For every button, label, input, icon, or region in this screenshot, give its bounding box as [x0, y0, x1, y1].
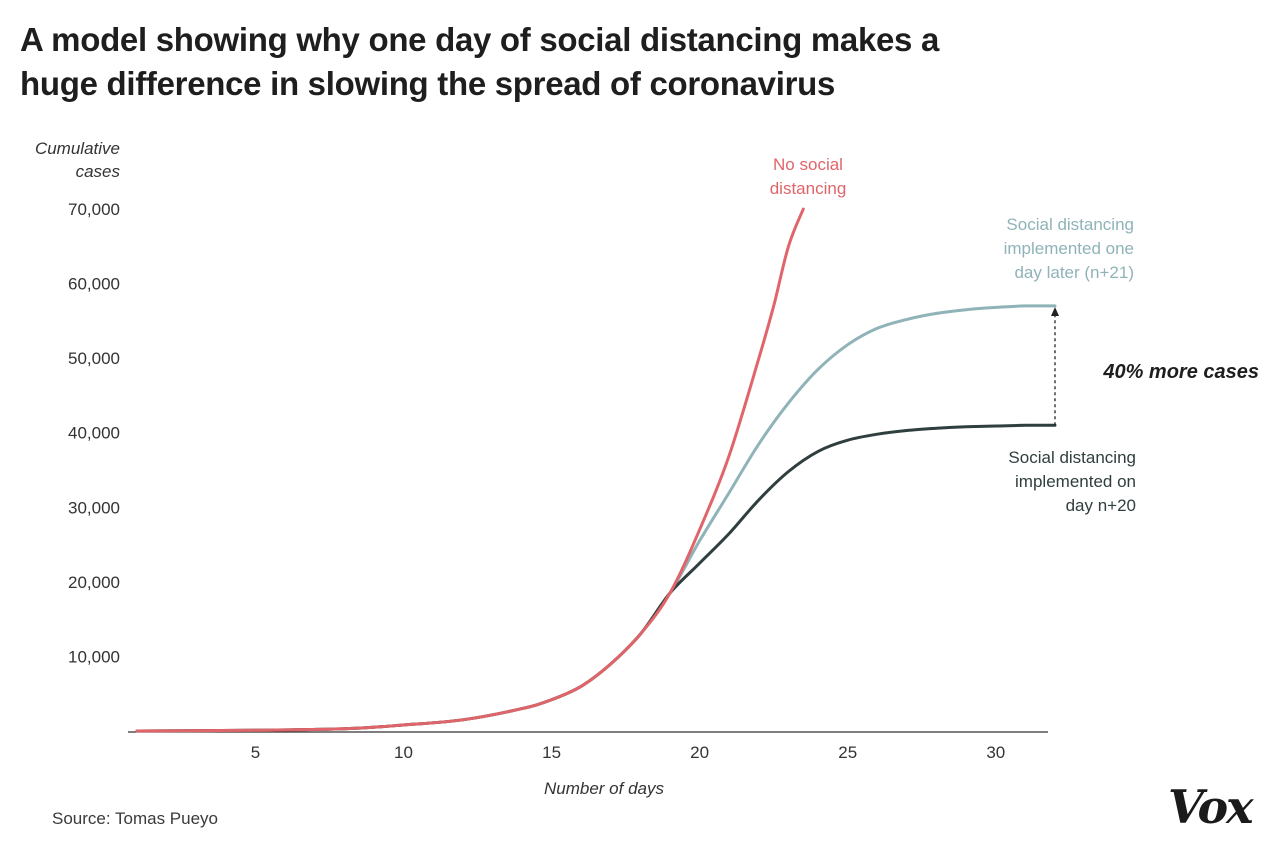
y-tick-label: 20,000	[68, 573, 120, 592]
title-line-1: A model showing why one day of social di…	[20, 21, 940, 58]
series-label-no-distancing: No social	[773, 155, 843, 174]
difference-annotation: 40% more cases	[1051, 306, 1259, 426]
x-axis-ticks: 5 10 15 20 25 30	[251, 743, 1006, 762]
source-note: Source: Tomas Pueyo	[52, 809, 218, 828]
series-label-one-day-later: day later (n+21)	[1014, 263, 1134, 282]
y-axis-title-line-2: cases	[76, 162, 121, 181]
difference-arrow-head	[1051, 306, 1059, 316]
x-tick-label: 5	[251, 743, 260, 762]
x-tick-label: 25	[838, 743, 857, 762]
x-axis-title: Number of days	[544, 779, 664, 798]
chart-title: A model showing why one day of social di…	[20, 18, 1220, 106]
series-line-no-distancing	[135, 207, 805, 733]
series-label-one-day-later: implemented one	[1004, 239, 1134, 258]
series-line-one-day-later	[135, 304, 1057, 733]
series-label-no-distancing: distancing	[770, 179, 847, 198]
y-tick-label: 40,000	[68, 424, 120, 443]
series-label-on-day-20: implemented on	[1015, 472, 1136, 491]
series-line-on-day-20	[135, 423, 1057, 733]
difference-annotation-text: 40% more cases	[1102, 361, 1259, 383]
vox-logo: Vox	[1168, 780, 1254, 834]
y-tick-label: 70,000	[68, 200, 120, 219]
series-lines	[135, 207, 1057, 733]
y-axis-ticks: 10,000 20,000 30,000 40,000 50,000 60,000 70,0…	[68, 200, 120, 666]
series-label-on-day-20: Social distancing	[1008, 448, 1136, 467]
x-tick-label: 30	[986, 743, 1005, 762]
x-tick-label: 15	[542, 743, 561, 762]
title-line-2: huge difference in slowing the spread of…	[20, 65, 836, 102]
series-labels: No social distancing Social distancing impl…	[770, 155, 1136, 515]
x-tick-label: 10	[394, 743, 413, 762]
y-tick-label: 10,000	[68, 647, 120, 666]
y-tick-label: 60,000	[68, 275, 120, 294]
y-axis-title-line-1: Cumulative	[35, 139, 120, 158]
y-tick-label: 50,000	[68, 349, 120, 368]
x-tick-label: 20	[690, 743, 709, 762]
series-label-on-day-20: day n+20	[1066, 496, 1136, 515]
series-label-one-day-later: Social distancing	[1006, 215, 1134, 234]
y-tick-label: 30,000	[68, 498, 120, 517]
y-axis-title: Cumulative cases	[35, 139, 121, 181]
